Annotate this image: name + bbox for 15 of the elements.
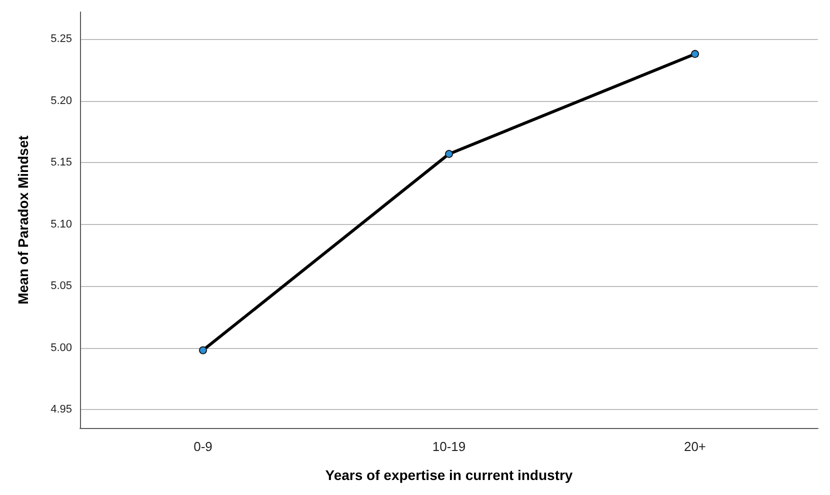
y-tick-label: 4.95 bbox=[50, 403, 72, 416]
y-tick-label: 5.15 bbox=[50, 156, 72, 169]
x-tick-label: 0-9 bbox=[194, 439, 212, 454]
point bbox=[199, 346, 207, 354]
y-tick-label: 5.05 bbox=[50, 280, 72, 292]
y-tick-label: 5.20 bbox=[50, 94, 72, 107]
x-tick-label: 20+ bbox=[684, 439, 706, 454]
point bbox=[445, 150, 453, 158]
x-axis-title: Years of expertise in current industry bbox=[325, 467, 573, 483]
y-axis-title: Mean of Paradox Mindset bbox=[15, 135, 31, 304]
y-tick-label: 5.25 bbox=[50, 33, 72, 46]
point bbox=[691, 50, 699, 58]
x-tick-label: 10-19 bbox=[432, 439, 466, 454]
y-tick-label: 5.00 bbox=[50, 342, 72, 354]
y-tick-label: 5.10 bbox=[50, 218, 72, 230]
